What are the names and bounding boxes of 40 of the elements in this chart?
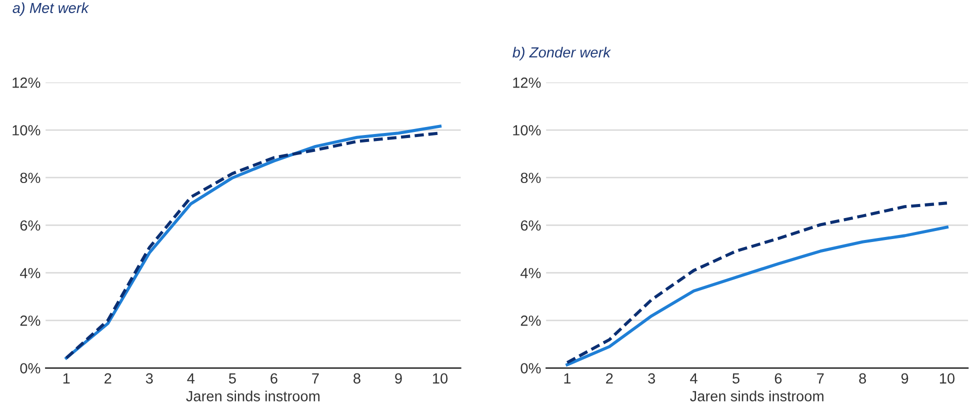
x-tick-label: 6 xyxy=(774,373,782,384)
y-tick-label: 2% xyxy=(520,316,541,326)
x-tick-label: 9 xyxy=(395,373,402,384)
x-tick-label: 8 xyxy=(859,373,866,384)
y-tick-label: 4% xyxy=(20,268,40,278)
y-tick-label: 12% xyxy=(12,78,40,88)
y-tick-label: 4% xyxy=(520,268,541,278)
line-series xyxy=(566,202,948,364)
y-tick-label: 10% xyxy=(513,125,541,136)
y-tick-label: 8% xyxy=(20,172,40,184)
x-tick-label: 5 xyxy=(732,373,740,384)
x-tick-label: 1 xyxy=(63,373,70,384)
x-tick-label: 2 xyxy=(104,373,112,384)
x-tick-label: 4 xyxy=(187,373,195,384)
x-tick-label: 4 xyxy=(690,373,698,384)
x-axis-title: Jaren sinds instroom xyxy=(690,390,824,402)
y-tick-label: 0% xyxy=(20,363,40,374)
x-tick-label: 9 xyxy=(901,373,908,384)
x-tick-label: 10 xyxy=(432,373,448,384)
y-tick-label: 0% xyxy=(520,363,541,374)
y-tick-label: 2% xyxy=(20,316,40,326)
y-tick-label: 6% xyxy=(20,220,40,231)
x-axis-title: Jaren sinds instroom xyxy=(186,390,320,402)
x-tick-label: 5 xyxy=(228,373,236,384)
chart-title: b) Zonder werk xyxy=(512,46,612,60)
x-tick-label: 7 xyxy=(817,373,824,384)
x-tick-label: 2 xyxy=(606,373,613,384)
x-tick-label: 6 xyxy=(270,373,278,384)
chart-title: a) Met werk xyxy=(12,2,90,16)
y-tick-label: 12% xyxy=(513,78,541,88)
line-series xyxy=(566,226,948,366)
x-tick-label: 1 xyxy=(564,373,571,384)
x-tick-label: 8 xyxy=(354,373,360,384)
y-tick-label: 6% xyxy=(520,220,541,231)
x-tick-label: 3 xyxy=(648,373,656,384)
x-tick-label: 10 xyxy=(940,373,955,384)
y-tick-label: 8% xyxy=(520,172,541,184)
x-tick-label: 7 xyxy=(312,373,319,384)
y-tick-label: 10% xyxy=(12,125,40,136)
x-tick-label: 3 xyxy=(146,373,153,384)
